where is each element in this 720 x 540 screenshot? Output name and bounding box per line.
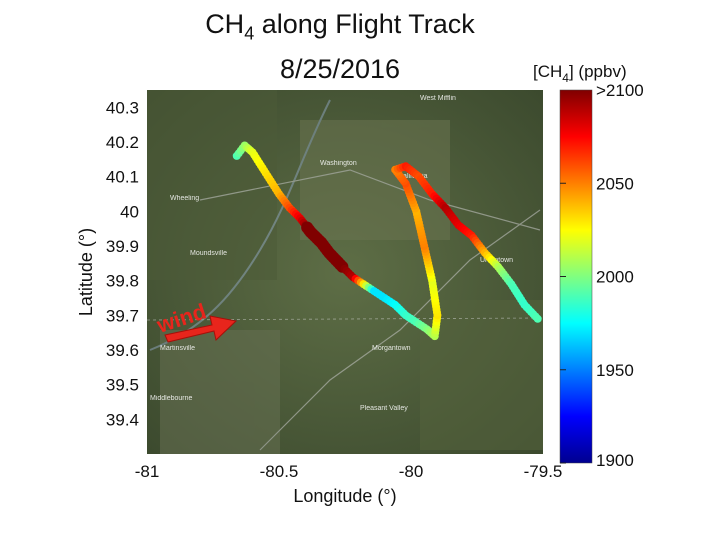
flight-track	[232, 141, 542, 341]
colorbar-tick-label: 2000	[596, 268, 634, 287]
colorbar: [CH4] (ppbv) >2100 1900 1950 2000 2050	[533, 62, 644, 470]
y-tick-label: 40.2	[106, 133, 139, 152]
colorbar-title-rest: ] (ppbv)	[569, 62, 627, 81]
x-tick-label: -80	[399, 462, 424, 481]
chart-title-line2: 8/25/2016	[279, 54, 401, 85]
x-tick-label: -79.5	[524, 462, 563, 481]
svg-text:Moundsville: Moundsville	[190, 250, 227, 257]
wind-annotation: wind	[153, 298, 238, 343]
chart-title: CH4 along Flight Track 8/25/2016	[150, 6, 530, 87]
chart-title-line1: CH4 along Flight Track	[150, 6, 530, 51]
x-tick-label: -80.5	[260, 462, 299, 481]
svg-text:Martinsville: Martinsville	[160, 345, 195, 352]
y-tick-label: 39.5	[106, 376, 139, 395]
track-point	[533, 314, 542, 323]
colorbar-tick-label: 2050	[596, 174, 634, 193]
colorbar-tick-label: 1950	[596, 361, 634, 380]
y-tick-label: 40.1	[106, 168, 139, 187]
y-axis-label: Latitude (°)	[76, 228, 96, 316]
colorbar-top-label: >2100	[596, 81, 644, 100]
y-axis-ticks: 40.3 40.2 40.1 40 39.9 39.8 39.7 39.6 39.5 39.4	[106, 98, 139, 429]
y-tick-label: 39.6	[106, 341, 139, 360]
x-axis-label: Longitude (°)	[293, 486, 396, 506]
y-tick-label: 39.7	[106, 306, 139, 325]
svg-text:West Mifflin: West Mifflin	[420, 95, 456, 102]
y-tick-label: 39.8	[106, 272, 139, 291]
x-axis-ticks: -81 -80.5 -80 -79.5	[135, 462, 563, 481]
svg-text:Wheeling: Wheeling	[170, 195, 199, 202]
title-ch: CH	[205, 9, 245, 39]
colorbar-ticks: 1900 1950 2000 2050	[560, 174, 634, 470]
y-tick-label: 39.4	[106, 410, 139, 429]
svg-text:Pleasant Valley: Pleasant Valley	[360, 405, 408, 412]
y-tick-label: 40.3	[106, 98, 139, 117]
title-rest: along Flight Track	[254, 9, 475, 39]
y-tick-label: 40	[120, 202, 139, 221]
svg-text:Morgantown: Morgantown	[372, 345, 411, 352]
map-texture	[146, 90, 544, 454]
y-tick-label: 39.9	[106, 237, 139, 256]
x-tick-label: -81	[135, 462, 160, 481]
colorbar-title: [CH4] (ppbv)	[533, 62, 627, 85]
colorbar-tick-label: 1900	[596, 451, 634, 470]
svg-text:Middlebourne: Middlebourne	[150, 395, 193, 402]
svg-text:Washington: Washington	[320, 160, 357, 167]
wind-arrow	[164, 315, 238, 343]
colorbar-title-main: [CH	[533, 62, 562, 81]
title-subscript: 4	[244, 23, 255, 44]
colorbar-title-sub: 4	[562, 71, 569, 85]
